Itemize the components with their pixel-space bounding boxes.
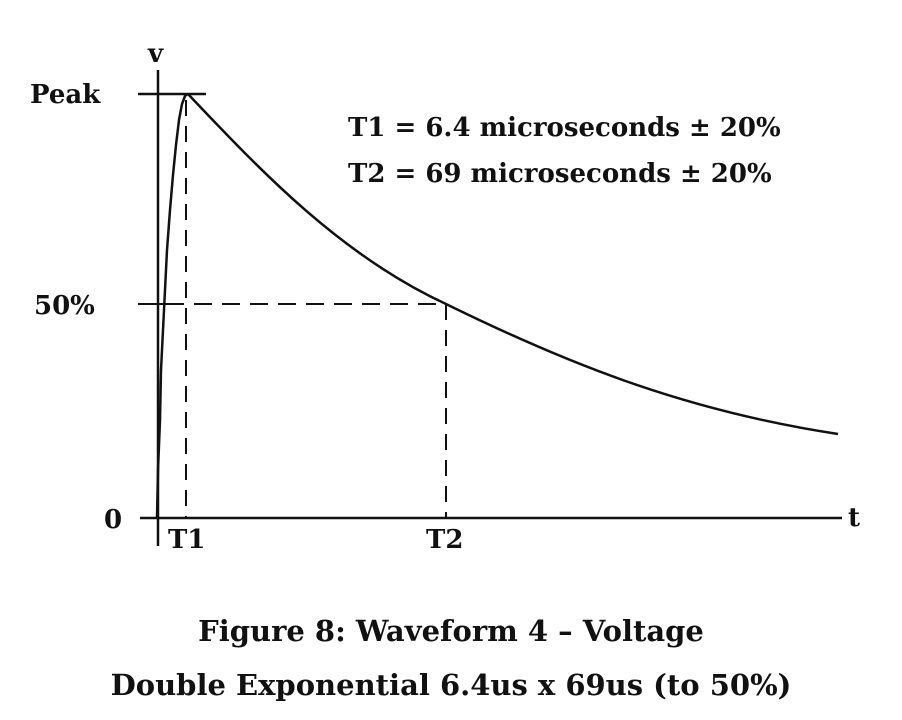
- x-axis-label: t: [848, 503, 860, 533]
- waveform-svg: v t Peak 50% 0 T1 T2 T1 = 6.4 microsecon…: [30, 39, 860, 555]
- figure-caption-title: Figure 8: Waveform 4 – Voltage: [198, 614, 704, 648]
- t1-spec-text: T1 = 6.4 microseconds ± 20%: [348, 113, 781, 143]
- t2-label: T2: [426, 525, 463, 555]
- zero-label: 0: [104, 505, 122, 535]
- waveform-diagram: v t Peak 50% 0 T1 T2 T1 = 6.4 microsecon…: [30, 39, 860, 555]
- t2-spec-text: T2 = 69 microseconds ± 20%: [348, 159, 772, 189]
- y-axis-label: v: [147, 39, 164, 69]
- peak-label: Peak: [30, 80, 101, 110]
- half-label: 50%: [34, 291, 95, 321]
- figure-caption-subtitle: Double Exponential 6.4us x 69us (to 50%): [110, 668, 792, 702]
- t1-label: T1: [168, 525, 205, 555]
- waveform-decay: [187, 93, 839, 436]
- waveform-rise: [155, 92, 189, 519]
